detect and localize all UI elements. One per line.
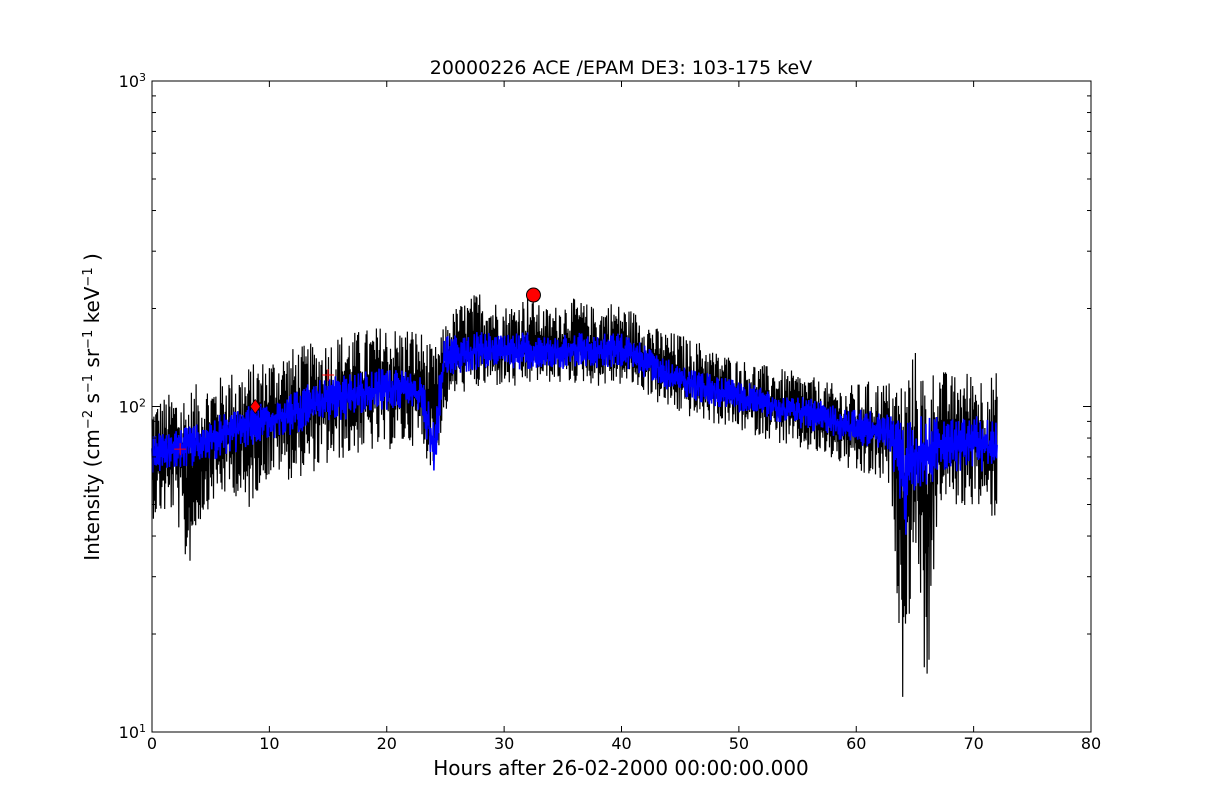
x-tick-label: 60 <box>846 734 866 753</box>
marker-layer <box>174 287 541 456</box>
x-tick-label: 30 <box>494 734 514 753</box>
marker-diamond-2 <box>249 398 261 415</box>
x-axis-ticks: 0 10 20 30 40 50 60 70 80 <box>147 81 1101 753</box>
series-layer <box>151 294 998 697</box>
x-tick-label: 10 <box>259 734 279 753</box>
x-axis-label: Hours after 26-02-2000 00:00:00.000 <box>433 756 809 780</box>
y-label-mid-1: s <box>80 393 104 410</box>
y-axis-ticks: 101 102 103 <box>119 71 1091 743</box>
x-tick-label: 0 <box>147 734 157 753</box>
x-tick-label: 70 <box>963 734 983 753</box>
y-label-sup-4: −1 <box>81 267 96 286</box>
series-line-smoothed <box>151 332 998 535</box>
y-axis-label: Intensity (cm−2 s−1 sr−1 keV−1 ) <box>80 253 104 561</box>
y-label-suffix: ) <box>80 253 104 267</box>
y-label-sup-3: −1 <box>81 330 96 349</box>
y-label-mid-2: sr <box>80 348 104 374</box>
plot-area <box>151 287 998 697</box>
y-label-sup-2: −1 <box>81 374 96 393</box>
x-tick-label: 50 <box>729 734 749 753</box>
chart-title: 20000226 ACE /EPAM DE3: 103-175 keV <box>430 57 812 79</box>
marker-plus-3 <box>322 368 335 381</box>
marker-circle-4 <box>525 287 541 303</box>
y-label-prefix: Intensity (cm <box>80 429 104 561</box>
x-tick-label: 80 <box>1081 734 1101 753</box>
y-tick-label: 101 <box>119 722 146 743</box>
y-tick-label: 103 <box>119 71 146 92</box>
y-tick-label: 102 <box>119 396 146 417</box>
x-tick-label: 40 <box>611 734 631 753</box>
marker-plus-1 <box>174 443 187 456</box>
y-label-sup-1: −2 <box>81 410 96 429</box>
y-label-mid-3: keV <box>80 286 104 330</box>
x-tick-label: 20 <box>377 734 397 753</box>
